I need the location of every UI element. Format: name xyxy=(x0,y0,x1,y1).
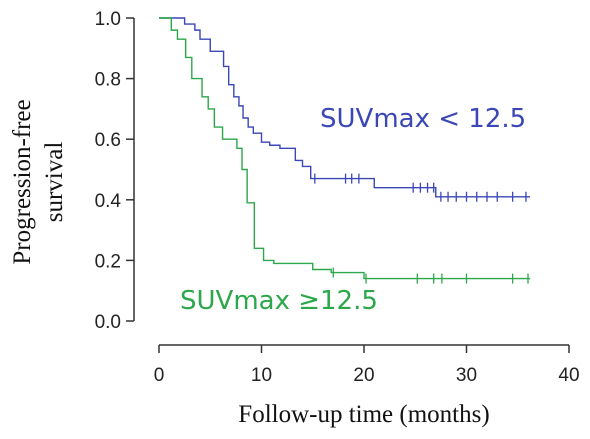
x-tick-label: 30 xyxy=(456,365,477,386)
y-tick-label: 0.4 xyxy=(95,191,122,212)
y-tick-label: 0.2 xyxy=(95,251,121,272)
x-tick-label: 0 xyxy=(154,365,165,386)
y-axis-title-line-1: Progression-free xyxy=(9,99,36,264)
y-axis-title-group: Progression-free survival xyxy=(9,99,68,264)
y-tick-label: 0.8 xyxy=(95,70,121,91)
x-axis-title: Follow-up time (months) xyxy=(238,401,489,428)
x-tick-label: 40 xyxy=(558,365,579,386)
x-tick-label: 10 xyxy=(251,365,272,386)
x-tick-label: 20 xyxy=(353,365,374,386)
series-layer xyxy=(159,17,531,284)
annotation-low-suv-label: SUVmax ≥12.5 xyxy=(180,286,378,316)
y-axis-title-line-2: survival xyxy=(41,142,68,223)
y-tick-label: 0.6 xyxy=(95,130,121,151)
y-tick-label: 1.0 xyxy=(95,9,121,30)
series-line-1 xyxy=(159,17,531,280)
y-tick-group: 0.0 0.2 0.4 0.6 0.8 1.0 xyxy=(95,9,134,333)
y-tick-label: 0.0 xyxy=(95,312,121,333)
x-tick-group: 0 10 20 30 40 xyxy=(154,345,580,386)
series-line-0 xyxy=(159,17,531,198)
annotation-high-suv-label: SUVmax < 12.5 xyxy=(320,104,526,134)
